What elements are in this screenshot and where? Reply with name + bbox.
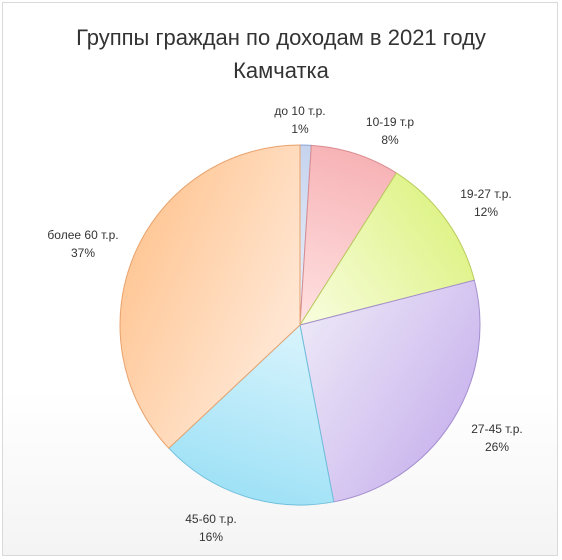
pie-slice-6 (119, 144, 301, 449)
pie-chart: до 10 т.р. 1% 10-19 т.р 8% 19-27 т.р. 12% 27-4… (47, 104, 523, 544)
slice-value-label: 37% (71, 246, 95, 260)
slice-value-label: 8% (381, 133, 399, 147)
slice-category-label: более 60 т.р. (47, 228, 118, 242)
slice-category-label: до 10 т.р. (274, 104, 325, 118)
slice-label-4: 27-45 т.р. 26% (471, 422, 523, 454)
pie-slice-2 (299, 144, 398, 326)
slice-label-2: 10-19 т.р 8% (366, 115, 415, 147)
slice-category-label: 27-45 т.р. (471, 422, 523, 436)
slice-category-label: 19-27 т.р. (460, 187, 512, 201)
slice-value-label: 12% (474, 205, 498, 219)
slice-value-label: 26% (485, 440, 509, 454)
slice-label-5: 45-60 т.р. 16% (185, 512, 237, 544)
slice-value-label: 1% (291, 122, 309, 136)
chart-frame: Группы граждан по доходам в 2021 году Ка… (2, 2, 558, 556)
pie-slice-4 (299, 279, 481, 503)
slice-category-label: 10-19 т.р (366, 115, 415, 129)
slice-category-label: 45-60 т.р. (185, 512, 237, 526)
slice-label-1: до 10 т.р. 1% (274, 104, 325, 136)
chart-title: Группы граждан по доходам в 2021 году Ка… (76, 25, 486, 83)
slice-label-6: более 60 т.р. 37% (47, 228, 118, 260)
pie-slice-3 (298, 172, 475, 326)
pie-slice-5 (168, 324, 335, 506)
slice-label-3: 19-27 т.р. 12% (460, 187, 512, 219)
slice-value-label: 16% (199, 530, 223, 544)
